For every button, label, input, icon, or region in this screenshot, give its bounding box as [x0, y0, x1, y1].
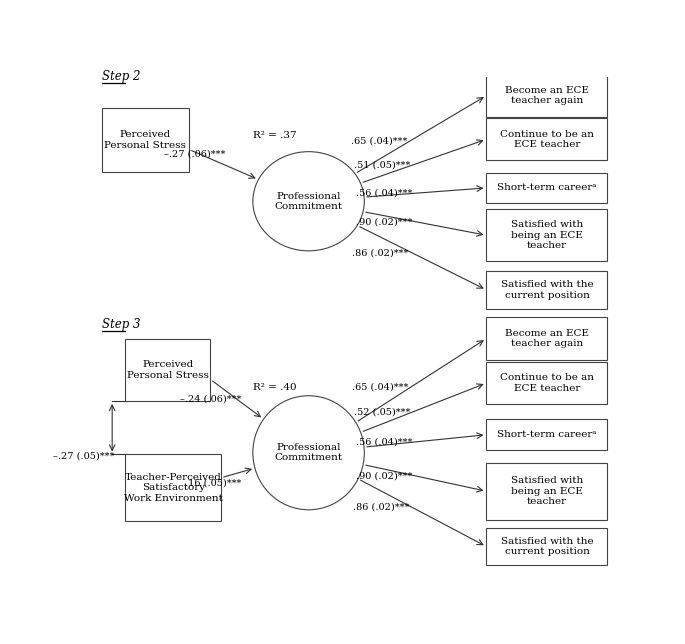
- FancyBboxPatch shape: [486, 419, 608, 450]
- Text: –.27 (.05)***: –.27 (.05)***: [53, 452, 115, 461]
- FancyBboxPatch shape: [486, 75, 608, 117]
- Text: Step 2: Step 2: [101, 70, 140, 84]
- Text: .56 (.04)***: .56 (.04)***: [356, 189, 413, 198]
- Text: Satisfied with the
current position: Satisfied with the current position: [501, 280, 593, 299]
- Text: R² = .37: R² = .37: [253, 131, 297, 140]
- Text: .86 (.02)***: .86 (.02)***: [353, 503, 410, 512]
- Text: Teacher-Perceived
Satisfactory
Work Environment: Teacher-Perceived Satisfactory Work Envi…: [124, 473, 223, 503]
- FancyBboxPatch shape: [125, 339, 210, 401]
- Text: Become an ECE
teacher again: Become an ECE teacher again: [505, 86, 589, 105]
- Text: .65 (.04)***: .65 (.04)***: [351, 137, 408, 146]
- FancyBboxPatch shape: [125, 455, 221, 521]
- Text: .65 (.04)***: .65 (.04)***: [351, 383, 408, 392]
- FancyBboxPatch shape: [486, 271, 608, 308]
- Text: .90 (.02)***: .90 (.02)***: [356, 217, 412, 226]
- Text: Continue to be an
ECE teacher: Continue to be an ECE teacher: [500, 129, 594, 149]
- Text: –.24 (.06)***: –.24 (.06)***: [179, 394, 241, 403]
- Ellipse shape: [253, 395, 364, 510]
- Text: .16 (.05)***: .16 (.05)***: [185, 478, 241, 488]
- Text: .51 (.05)***: .51 (.05)***: [354, 160, 411, 169]
- Text: .86 (.02)***: .86 (.02)***: [353, 248, 409, 257]
- Text: Continue to be an
ECE teacher: Continue to be an ECE teacher: [500, 374, 594, 393]
- Text: –.27 (.06)***: –.27 (.06)***: [164, 149, 225, 158]
- Text: Perceived
Personal Stress: Perceived Personal Stress: [127, 361, 209, 380]
- FancyBboxPatch shape: [486, 463, 608, 520]
- Text: Satisfied with
being an ECE
teacher: Satisfied with being an ECE teacher: [511, 220, 583, 250]
- FancyBboxPatch shape: [486, 528, 608, 565]
- Text: .56 (.04)***: .56 (.04)***: [356, 437, 413, 446]
- Text: R² = .40: R² = .40: [253, 383, 297, 392]
- Text: .52 (.05)***: .52 (.05)***: [354, 407, 411, 416]
- Text: Satisfied with the
current position: Satisfied with the current position: [501, 537, 593, 556]
- Text: Professional
Commitment: Professional Commitment: [275, 443, 342, 462]
- Text: Become an ECE
teacher again: Become an ECE teacher again: [505, 329, 589, 348]
- Ellipse shape: [253, 152, 364, 251]
- Text: Satisfied with
being an ECE
teacher: Satisfied with being an ECE teacher: [511, 477, 583, 506]
- Text: Short-term careerᵃ: Short-term careerᵃ: [497, 430, 597, 439]
- Text: Professional
Commitment: Professional Commitment: [275, 191, 342, 211]
- FancyBboxPatch shape: [486, 173, 608, 204]
- Text: Perceived
Personal Stress: Perceived Personal Stress: [104, 130, 186, 149]
- FancyBboxPatch shape: [101, 108, 189, 172]
- FancyBboxPatch shape: [486, 118, 608, 160]
- Text: Step 3: Step 3: [101, 318, 140, 331]
- FancyBboxPatch shape: [486, 317, 608, 359]
- Text: .90 (.02)***: .90 (.02)***: [356, 471, 412, 480]
- FancyBboxPatch shape: [486, 209, 608, 261]
- Text: Short-term careerᵃ: Short-term careerᵃ: [497, 184, 597, 193]
- FancyBboxPatch shape: [486, 362, 608, 404]
